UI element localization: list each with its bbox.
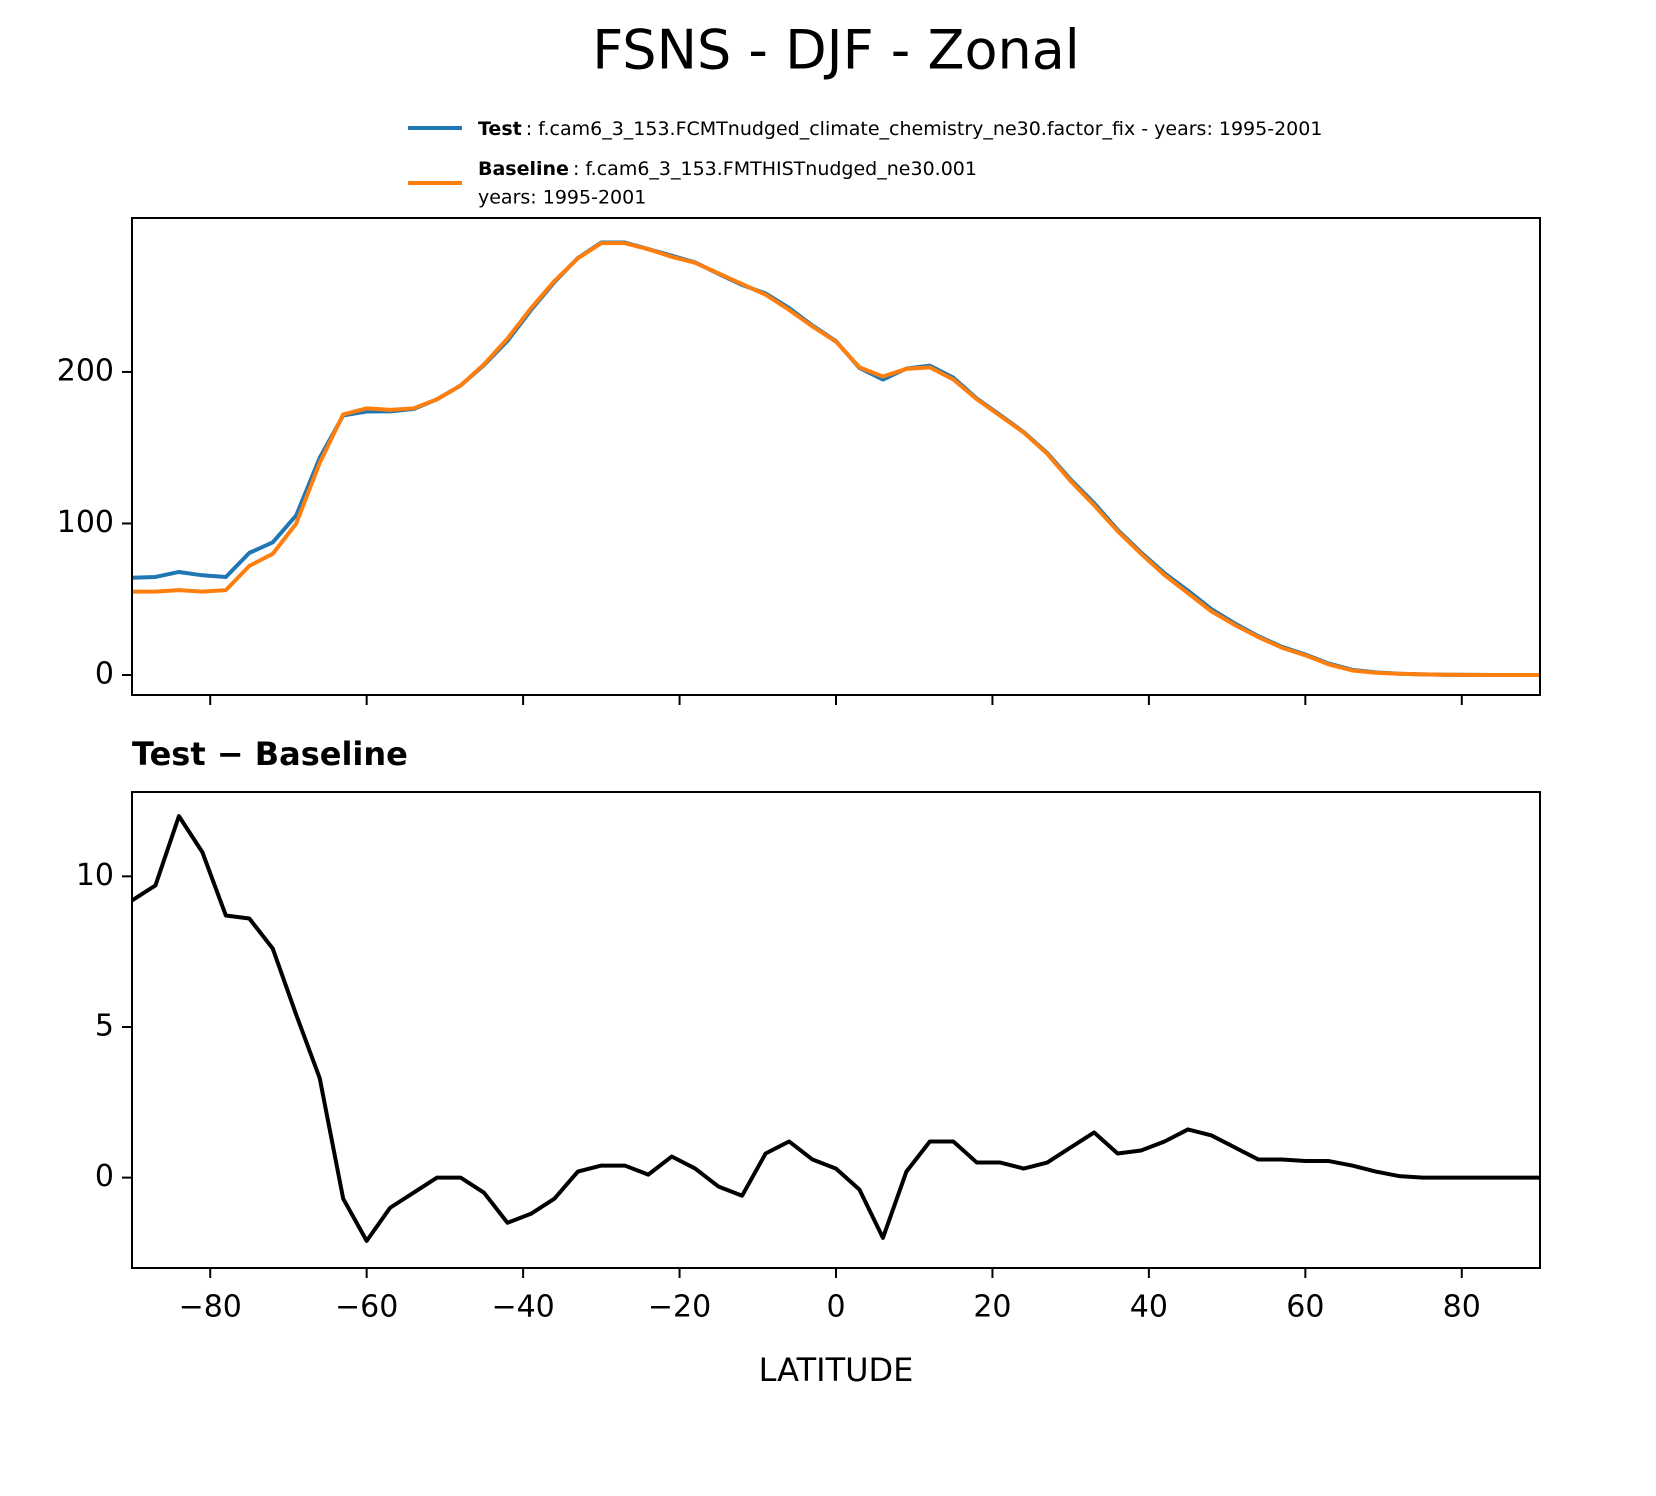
y-tick-label: 200 xyxy=(57,353,114,388)
line-series xyxy=(132,240,1540,677)
plot-area xyxy=(132,240,1540,677)
figure-title: FSNS - DJF - Zonal xyxy=(592,19,1080,82)
y-tick-label: 100 xyxy=(57,505,114,540)
y-tick-label: 0 xyxy=(95,656,114,691)
x-tick-label: 40 xyxy=(1130,1290,1168,1325)
x-tick-label: 20 xyxy=(973,1290,1011,1325)
legend-label-line2: years: 1995-2001 xyxy=(478,187,646,209)
line-series xyxy=(132,814,1540,1243)
x-tick-label: 80 xyxy=(1443,1290,1481,1325)
legend: Test: f.cam6_3_153.FCMTnudged_climate_ch… xyxy=(408,118,1322,209)
legend-entry: Baseline: f.cam6_3_153.FMTHISTnudged_ne3… xyxy=(478,158,977,180)
legend-label: : f.cam6_3_153.FMTHISTnudged_ne30.001 xyxy=(573,158,977,180)
x-tick-label: −40 xyxy=(491,1290,554,1325)
x-tick-label: 0 xyxy=(826,1290,845,1325)
axes-title: Test − Baseline xyxy=(132,735,408,773)
x-tick-label: −80 xyxy=(179,1290,242,1325)
y-tick-label: 5 xyxy=(95,1008,114,1043)
legend-name: Baseline xyxy=(478,158,569,180)
legend-label: : f.cam6_3_153.FCMTnudged_climate_chemis… xyxy=(526,118,1323,140)
axes-frame xyxy=(131,217,1541,696)
x-axis-label: LATITUDE xyxy=(759,1351,914,1389)
y-tick-label: 10 xyxy=(76,858,114,893)
legend-name: Test xyxy=(478,118,522,140)
legend-entry: Test: f.cam6_3_153.FCMTnudged_climate_ch… xyxy=(478,118,1322,140)
x-tick-label: −60 xyxy=(335,1290,398,1325)
plot-area xyxy=(132,814,1540,1243)
line-series xyxy=(132,241,1540,677)
axes-frame xyxy=(131,791,1541,1269)
x-tick-label: −20 xyxy=(648,1290,711,1325)
y-tick-label: 0 xyxy=(95,1159,114,1194)
x-tick-label: 60 xyxy=(1286,1290,1324,1325)
